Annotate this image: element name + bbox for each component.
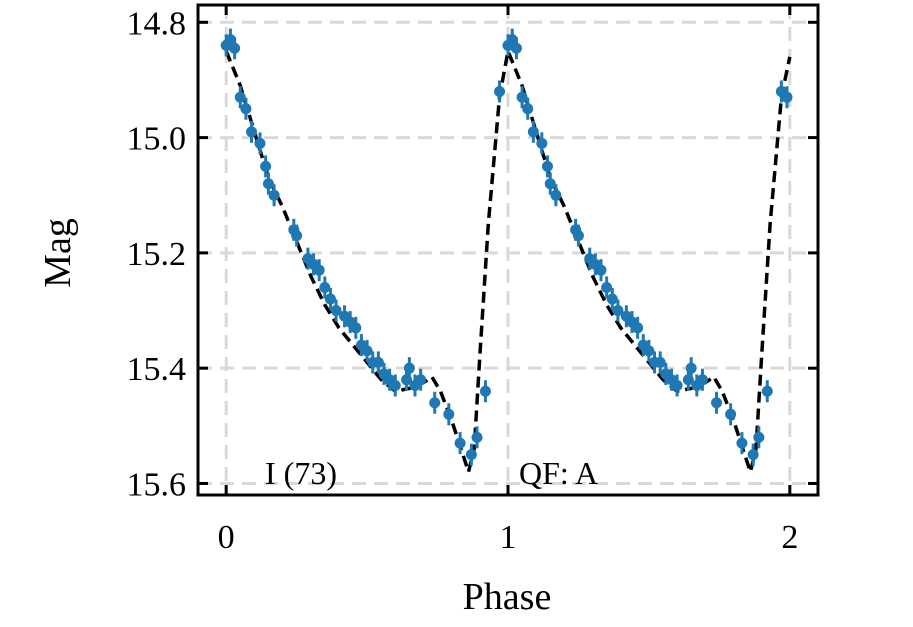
plot-frame (196, 3, 820, 497)
model-curve-group (224, 49, 792, 474)
data-point (595, 264, 607, 276)
data-point (643, 345, 655, 357)
data-point (234, 91, 246, 103)
x-tick-label: 1 (500, 519, 517, 556)
data-point (229, 42, 241, 54)
data-point (747, 449, 759, 461)
y-tick-label: 15.0 (127, 121, 187, 158)
data-point (330, 305, 342, 317)
data-point (260, 160, 272, 172)
data-point (268, 189, 280, 201)
data-point (429, 397, 441, 409)
data-point (632, 322, 644, 334)
data-point (415, 374, 427, 386)
data-point (550, 189, 562, 201)
y-tick-label: 15.6 (127, 466, 187, 503)
data-point (246, 126, 258, 138)
data-point (443, 408, 455, 420)
data-point (696, 374, 708, 386)
data-point (753, 431, 765, 443)
data-point (781, 91, 793, 103)
y-tick-label: 15.4 (127, 351, 187, 388)
data-point (471, 431, 483, 443)
x-axis-label: Phase (463, 576, 552, 618)
axes-group: 0 1 2 14.8 15.0 15.2 15.4 15.6 (127, 3, 820, 556)
x-tick-label: 2 (781, 519, 798, 556)
y-tick-label: 14.8 (127, 5, 187, 42)
data-point (761, 385, 773, 397)
data-point (527, 126, 539, 138)
data-point (536, 137, 548, 149)
data-point (372, 356, 384, 368)
data-point (671, 379, 683, 391)
data-point (612, 305, 624, 317)
data-point (510, 42, 522, 54)
data-point (601, 281, 613, 293)
data-point (319, 281, 331, 293)
data-point (544, 178, 556, 190)
data-point (361, 345, 373, 357)
data-point (685, 362, 697, 374)
quality-flag-annotation: QF: A (519, 455, 598, 491)
data-point (736, 437, 748, 449)
data-point (494, 85, 506, 97)
data-point (725, 408, 737, 420)
data-point (262, 178, 274, 190)
data-point (291, 230, 303, 242)
data-point (324, 293, 336, 305)
data-point (254, 137, 266, 149)
data-point (313, 264, 325, 276)
grid-lines (198, 5, 818, 495)
data-point (465, 449, 477, 461)
data-point (389, 379, 401, 391)
data-point (711, 397, 723, 409)
y-tick-label: 15.2 (127, 236, 187, 273)
data-point (403, 362, 415, 374)
data-point (606, 293, 618, 305)
data-point (541, 160, 553, 172)
data-point (350, 322, 362, 334)
data-point (454, 437, 466, 449)
data-point (522, 103, 534, 115)
model-curve (224, 49, 792, 474)
data-point (572, 230, 584, 242)
data-point (654, 356, 666, 368)
data-point (516, 91, 528, 103)
y-axis-label: Mag (37, 218, 79, 288)
data-points-group (220, 28, 793, 466)
data-point (479, 385, 491, 397)
band-annotation: I (73) (265, 455, 337, 491)
x-tick-label: 0 (218, 519, 235, 556)
data-point (240, 103, 252, 115)
